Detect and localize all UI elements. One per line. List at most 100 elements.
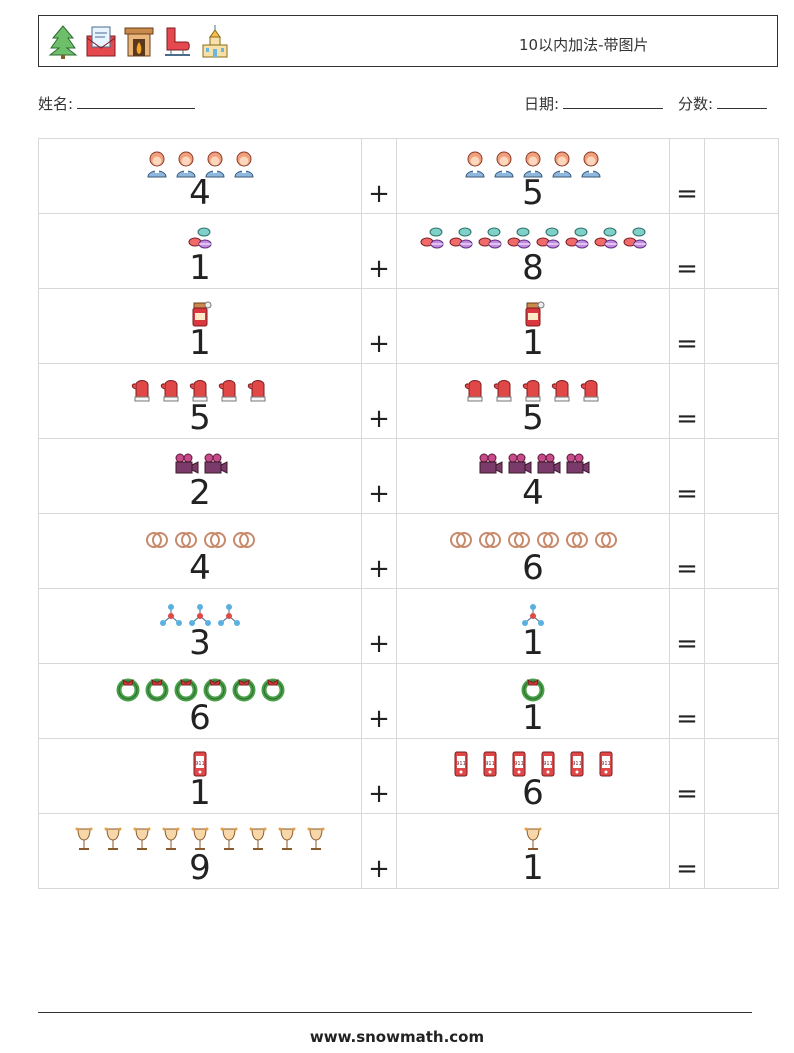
equals-sign: = bbox=[676, 479, 698, 509]
plus-cell: + bbox=[361, 438, 397, 514]
answer-cell[interactable] bbox=[704, 588, 779, 664]
ice-skate-icon bbox=[165, 27, 190, 56]
icon-group bbox=[39, 224, 361, 254]
answer-cell[interactable] bbox=[704, 363, 779, 439]
icon-group bbox=[397, 824, 669, 854]
phone-911-icon: 911 bbox=[535, 750, 561, 778]
video-camera-icon bbox=[535, 450, 561, 478]
equals-sign: = bbox=[676, 404, 698, 434]
macaron-icon bbox=[593, 225, 619, 253]
header-icons bbox=[47, 22, 231, 62]
woman-icon bbox=[520, 150, 546, 178]
molecule-icon bbox=[520, 600, 546, 628]
mitten-icon bbox=[245, 375, 271, 403]
woman-icon bbox=[462, 150, 488, 178]
operand-cell: 6 bbox=[38, 663, 362, 739]
problem-row: 5 +5 = bbox=[38, 363, 779, 439]
operand-number: 6 bbox=[189, 698, 211, 738]
operand-cell: 8 bbox=[396, 213, 670, 289]
icon-group bbox=[39, 374, 361, 404]
operand-number: 6 bbox=[522, 773, 544, 813]
woman-icon bbox=[578, 150, 604, 178]
svg-text:911: 911 bbox=[485, 761, 495, 767]
operand-number: 1 bbox=[522, 323, 544, 363]
equals-cell: = bbox=[669, 588, 705, 664]
icon-group bbox=[39, 599, 361, 629]
answer-cell[interactable] bbox=[704, 513, 779, 589]
mitten-icon bbox=[187, 375, 213, 403]
mitten-icon bbox=[129, 375, 155, 403]
icon-group bbox=[39, 524, 361, 554]
plus-sign: + bbox=[368, 704, 390, 734]
plus-sign: + bbox=[368, 779, 390, 809]
mitten-icon bbox=[158, 375, 184, 403]
date-blank[interactable] bbox=[563, 94, 664, 109]
icon-group bbox=[39, 824, 361, 854]
problem-row: 1 +1 = bbox=[38, 288, 779, 364]
wine-glass-icon bbox=[100, 825, 126, 853]
wreath-icon bbox=[144, 675, 170, 703]
macaron-icon bbox=[622, 225, 648, 253]
name-label: 姓名: bbox=[38, 95, 74, 113]
answer-cell[interactable] bbox=[704, 138, 779, 214]
answer-cell[interactable] bbox=[704, 813, 779, 889]
equals-cell: = bbox=[669, 738, 705, 814]
woman-icon bbox=[173, 150, 199, 178]
operand-cell: 1 bbox=[38, 288, 362, 364]
operand-cell: 5 bbox=[396, 138, 670, 214]
jam-jar-icon bbox=[187, 300, 213, 328]
operand-number: 4 bbox=[189, 173, 211, 213]
molecule-icon bbox=[158, 600, 184, 628]
jam-jar-icon bbox=[520, 300, 546, 328]
score-blank[interactable] bbox=[717, 94, 768, 109]
answer-cell[interactable] bbox=[704, 213, 779, 289]
rings-icon bbox=[202, 525, 228, 553]
problems-table: 4 +5 = 1 +8 = 1 +1 = 5 +5 = 2 +4 = 4 +6 = 3 +1 = 6 +1 = 911 1 +911… bbox=[38, 138, 779, 889]
operand-number: 1 bbox=[522, 698, 544, 738]
wish-list-letter-icon bbox=[86, 26, 116, 57]
equals-cell: = bbox=[669, 438, 705, 514]
equals-sign: = bbox=[676, 779, 698, 809]
mitten-icon bbox=[520, 375, 546, 403]
rings-icon bbox=[506, 525, 532, 553]
icon-group bbox=[39, 674, 361, 704]
answer-cell[interactable] bbox=[704, 738, 779, 814]
phone-911-icon: 911 bbox=[593, 750, 619, 778]
score-label: 分数: bbox=[678, 95, 714, 113]
operand-cell: 5 bbox=[396, 363, 670, 439]
phone-911-icon: 911 bbox=[506, 750, 532, 778]
rings-icon bbox=[535, 525, 561, 553]
plus-sign: + bbox=[368, 254, 390, 284]
wine-glass-icon bbox=[158, 825, 184, 853]
equals-cell: = bbox=[669, 813, 705, 889]
macaron-icon bbox=[477, 225, 503, 253]
plus-sign: + bbox=[368, 479, 390, 509]
operand-cell: 911 911 911 911 911 911 6 bbox=[396, 738, 670, 814]
answer-cell[interactable] bbox=[704, 438, 779, 514]
church-icon bbox=[202, 25, 228, 58]
operand-cell: 2 bbox=[38, 438, 362, 514]
svg-text:911: 911 bbox=[456, 761, 466, 767]
rings-icon bbox=[448, 525, 474, 553]
wine-glass-icon bbox=[216, 825, 242, 853]
problem-row: 911 1 +911 911 911 911 911 911 6 = bbox=[38, 738, 779, 814]
answer-cell[interactable] bbox=[704, 663, 779, 739]
wine-glass-icon bbox=[129, 825, 155, 853]
icon-group bbox=[397, 674, 669, 704]
wreath-icon bbox=[173, 675, 199, 703]
operand-number: 1 bbox=[189, 773, 211, 813]
operand-number: 5 bbox=[522, 173, 544, 213]
mitten-icon bbox=[216, 375, 242, 403]
operand-number: 6 bbox=[522, 548, 544, 588]
wreath-icon bbox=[231, 675, 257, 703]
problem-row: 9 +1 = bbox=[38, 813, 779, 889]
rings-icon bbox=[564, 525, 590, 553]
equals-sign: = bbox=[676, 254, 698, 284]
score-field: 分数: bbox=[678, 93, 768, 114]
operand-cell: 6 bbox=[396, 513, 670, 589]
name-blank[interactable] bbox=[77, 94, 196, 109]
equals-sign: = bbox=[676, 854, 698, 884]
operand-cell: 4 bbox=[38, 138, 362, 214]
answer-cell[interactable] bbox=[704, 288, 779, 364]
name-field: 姓名: bbox=[38, 93, 196, 114]
